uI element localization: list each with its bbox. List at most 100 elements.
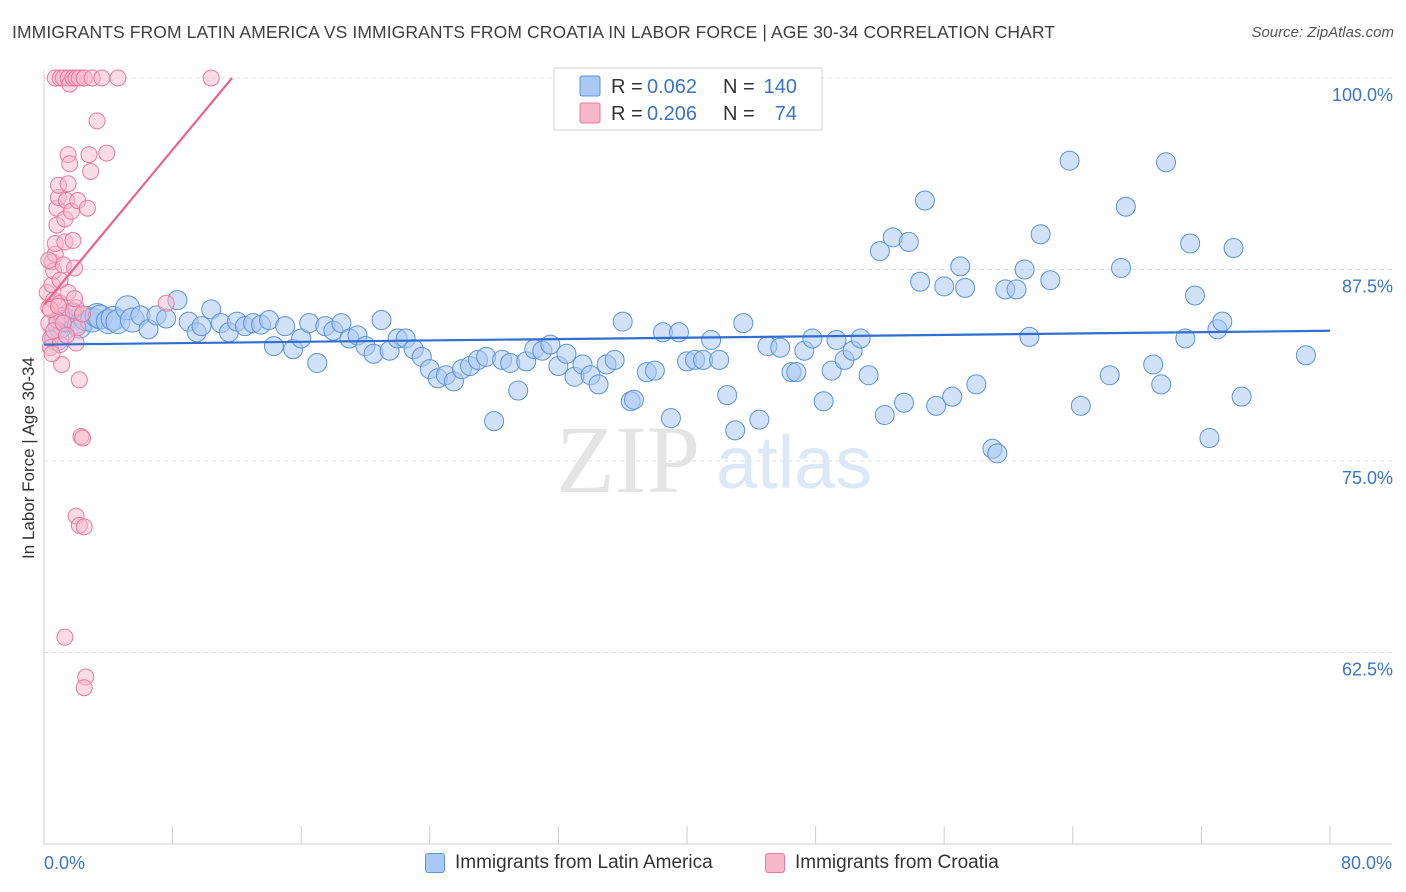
x-tick-min: 0.0% (44, 853, 85, 873)
point-latin-america (201, 299, 222, 320)
point-croatia (98, 144, 116, 162)
point-croatia (49, 297, 67, 315)
point-croatia (59, 175, 77, 193)
point-croatia (58, 326, 76, 344)
point-latin-america (926, 395, 947, 416)
series-croatia (38, 69, 220, 697)
point-latin-america (894, 392, 915, 413)
source-label: Source: ZipAtlas.com (1251, 24, 1394, 41)
point-latin-america (556, 343, 577, 364)
correlation-legend: R = 0.062 N = 140 R = 0.206 N = 74 (553, 67, 823, 131)
point-latin-america (858, 365, 879, 386)
point-croatia (70, 371, 88, 389)
x-tick-max: 80.0% (1341, 853, 1392, 873)
point-croatia (75, 518, 93, 536)
point-croatia (202, 69, 220, 87)
y-axis-label: In Labor Force | Age 30-34 (19, 357, 38, 559)
legend-n-label-1: N = (723, 76, 755, 98)
point-croatia (51, 271, 69, 289)
point-latin-america (1059, 150, 1080, 171)
point-latin-america (604, 349, 625, 370)
y-tick-label-3: 100.0% (1332, 85, 1393, 105)
point-latin-america (850, 328, 871, 349)
point-latin-america (709, 349, 730, 370)
point-latin-america (910, 271, 931, 292)
point-croatia (75, 679, 93, 697)
legend-item-croatia: Immigrants from Croatia (765, 852, 999, 874)
point-latin-america (701, 329, 722, 350)
point-croatia (74, 305, 92, 323)
point-latin-america (1040, 270, 1061, 291)
point-latin-america (987, 443, 1008, 464)
point-latin-america (307, 352, 328, 373)
point-latin-america (826, 329, 847, 350)
legend-r-label-1: R = (611, 76, 643, 98)
point-latin-america (966, 374, 987, 395)
legend-swatch-latin-america (425, 853, 445, 873)
point-croatia (56, 628, 74, 646)
legend-swatch-pink (579, 102, 601, 124)
point-latin-america (156, 308, 177, 329)
point-croatia (40, 251, 58, 269)
legend-label-croatia: Immigrants from Croatia (795, 852, 999, 873)
point-latin-america (725, 420, 746, 441)
point-latin-america (934, 276, 955, 297)
point-latin-america (1231, 386, 1252, 407)
point-latin-america (1175, 328, 1196, 349)
point-latin-america (914, 190, 935, 211)
point-croatia (88, 112, 106, 130)
legend-swatch-blue (579, 75, 601, 97)
legend-n-value-2: 74 (775, 103, 797, 125)
legend-r-label-2: R = (611, 103, 643, 125)
point-croatia (80, 146, 98, 164)
point-latin-america (786, 362, 807, 383)
trend-lines (43, 77, 1331, 346)
point-latin-america (263, 336, 284, 357)
point-latin-america (1019, 326, 1040, 347)
chart-title: IMMIGRANTS FROM LATIN AMERICA VS IMMIGRA… (12, 22, 1056, 42)
point-latin-america (612, 311, 633, 332)
y-tick-label-1: 75.0% (1342, 468, 1393, 488)
point-latin-america (1006, 279, 1027, 300)
point-latin-america (1295, 345, 1316, 366)
point-latin-america (942, 386, 963, 407)
point-latin-america (275, 316, 296, 337)
point-latin-america (1156, 152, 1177, 173)
point-latin-america (644, 360, 665, 381)
point-latin-america (668, 322, 689, 343)
watermark: ZIP atlas (556, 406, 872, 513)
point-latin-america (660, 408, 681, 429)
point-latin-america (950, 256, 971, 277)
point-latin-america (802, 328, 823, 349)
legend-item-latin-america: Immigrants from Latin America (425, 852, 713, 874)
legend-n-label-2: N = (723, 103, 755, 125)
point-latin-america (1180, 233, 1201, 254)
legend-r-value-1: 0.062 (647, 76, 697, 98)
point-croatia (109, 69, 127, 87)
point-croatia (78, 199, 96, 217)
y-tick-labels: 62.5% 75.0% 87.5% 100.0% (1332, 85, 1393, 680)
point-latin-america (717, 385, 738, 406)
point-latin-america (1070, 395, 1091, 416)
point-latin-america (191, 316, 212, 337)
y-tick-label-2: 87.5% (1342, 277, 1393, 297)
point-latin-america (770, 337, 791, 358)
point-latin-america (749, 409, 770, 430)
point-croatia (82, 162, 100, 180)
point-latin-america (588, 374, 609, 395)
series-latin-america (44, 150, 1316, 464)
point-latin-america (1014, 259, 1035, 280)
point-latin-america (371, 310, 392, 331)
point-latin-america (1143, 354, 1164, 375)
point-latin-america (898, 231, 919, 252)
axes (43, 70, 1392, 845)
point-latin-america (869, 241, 890, 262)
series-legend: Immigrants from Latin America Immigrants… (0, 850, 1406, 880)
point-croatia (64, 231, 82, 249)
point-latin-america (1115, 196, 1136, 217)
point-croatia (61, 155, 79, 173)
legend-n-value-1: 140 (764, 76, 797, 98)
point-latin-america (623, 389, 644, 410)
point-croatia (74, 429, 92, 447)
